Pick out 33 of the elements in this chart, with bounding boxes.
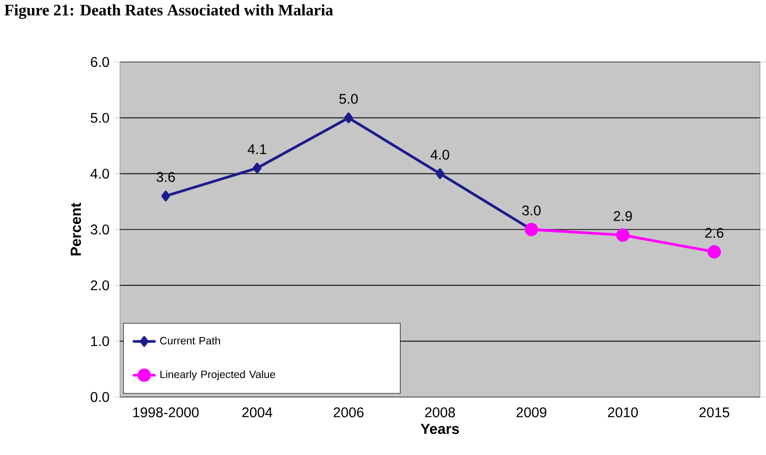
point: [161, 190, 170, 202]
point: [708, 245, 721, 259]
y-tick-label: 5.0: [90, 112, 110, 123]
point: [616, 228, 630, 242]
data-label: 4.1: [248, 144, 266, 154]
y-tick-label: 3.0: [90, 224, 110, 234]
point: [344, 112, 353, 124]
x-tick-label: 2010: [608, 407, 638, 418]
data-label: 5.0: [339, 94, 358, 104]
y-tick-label: 6.0: [90, 57, 110, 67]
y-tick-label: 1.0: [91, 336, 110, 346]
data-label: 3.0: [522, 206, 541, 216]
chart-title: Figure 21: Death Rates Associated with Malaria: [4, 4, 334, 19]
y-axis-title: Percent: [70, 202, 81, 256]
x-tick-label: 1998-2000: [133, 407, 199, 418]
data-label: 4.0: [430, 150, 450, 160]
point: [524, 222, 538, 236]
data-label: 3.6: [156, 172, 175, 182]
x-tick-label: 2009: [516, 407, 546, 418]
x-axis-title: Years: [420, 424, 459, 434]
y-tick-label: 4.0: [90, 168, 110, 179]
point: [436, 168, 444, 179]
data-label: 2.9: [614, 211, 632, 222]
y-tick-label: 0.0: [90, 392, 110, 402]
y-tick-label: 2.0: [90, 280, 110, 290]
data-label: 2.6: [705, 228, 724, 238]
point: [252, 162, 262, 174]
legend-label: Linearly Projected Value: [160, 370, 276, 380]
x-tick-label: 2006: [334, 407, 364, 418]
x-tick-label: 2008: [425, 407, 455, 418]
legend-label: Current Path: [160, 336, 220, 344]
x-tick-label: 2004: [242, 407, 272, 418]
x-tick-label: 2015: [699, 407, 730, 418]
